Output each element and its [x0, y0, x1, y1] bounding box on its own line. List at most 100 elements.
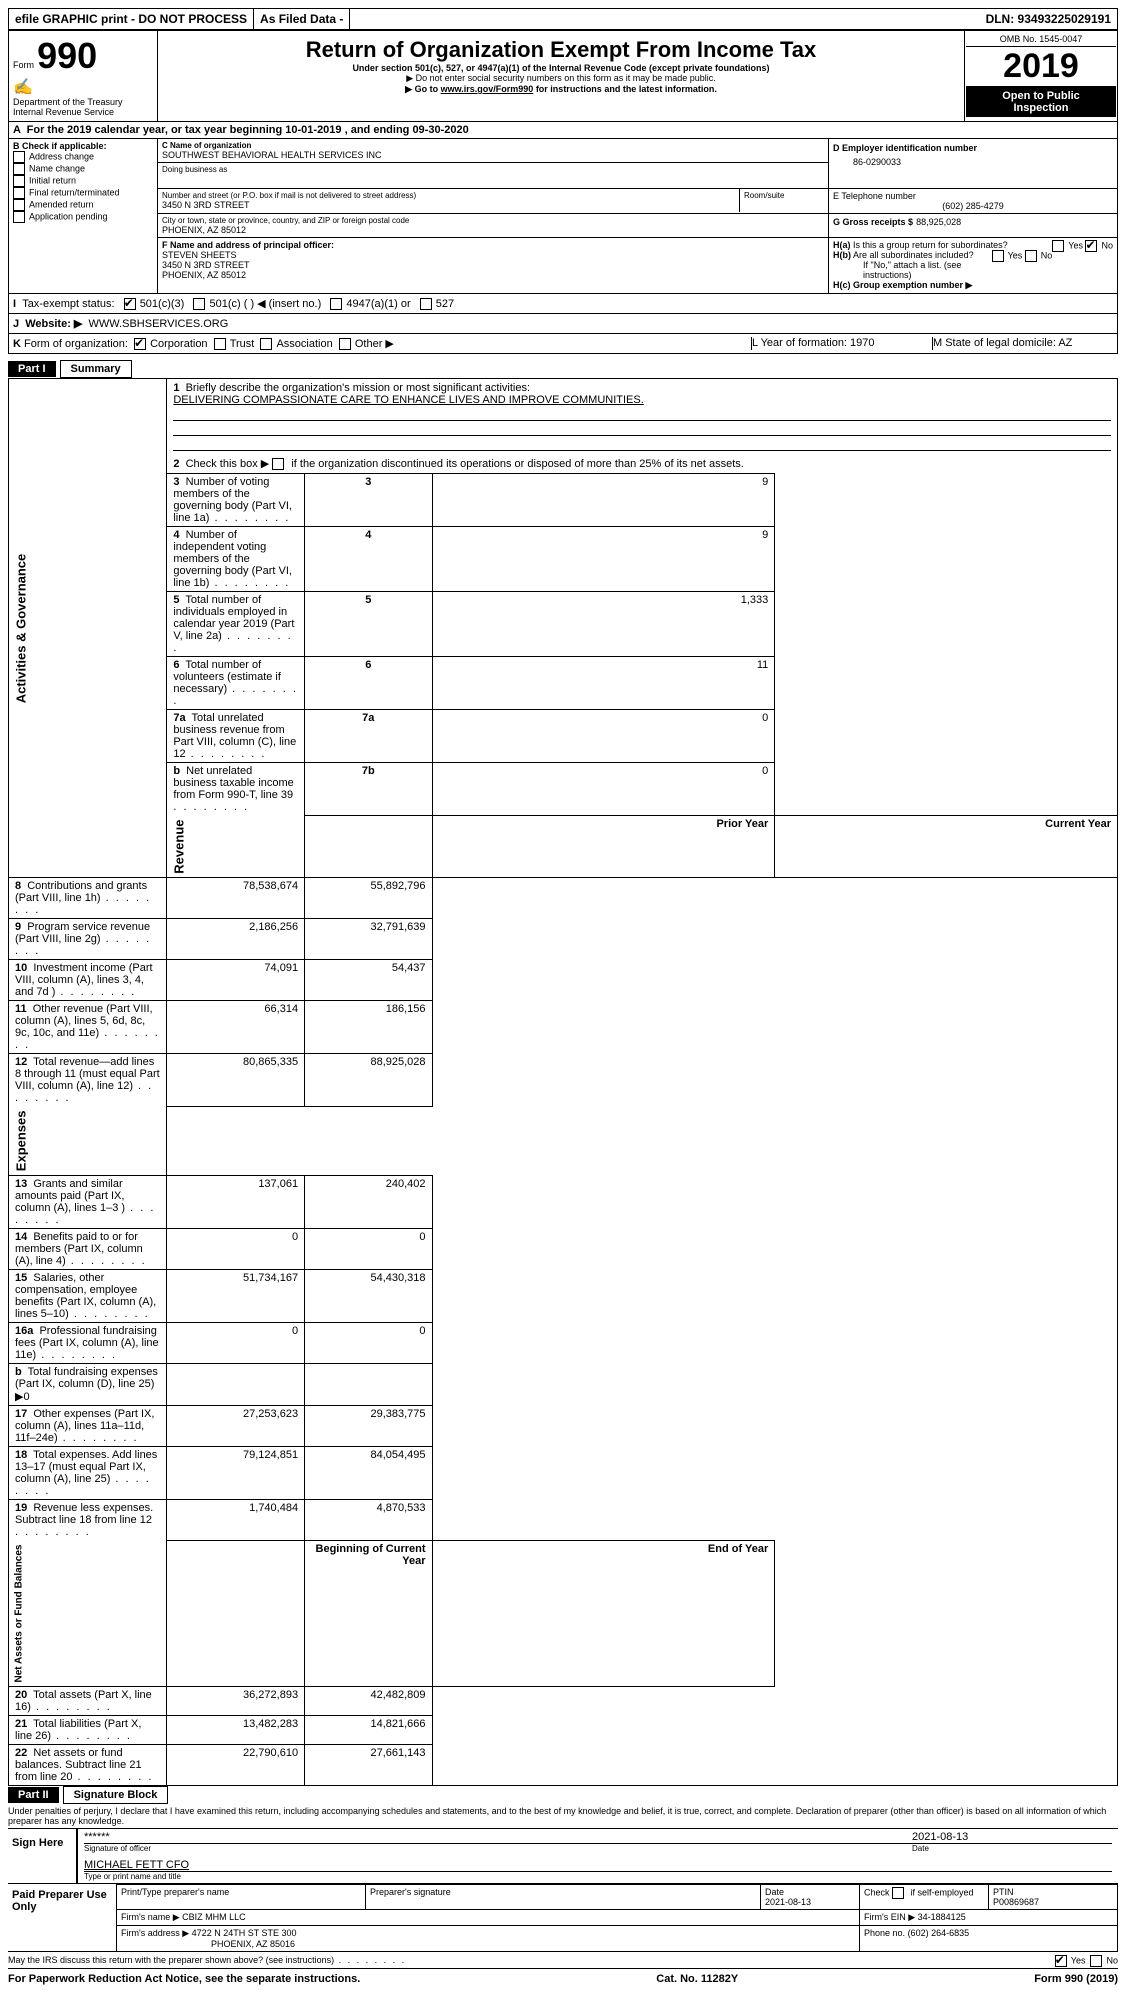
l-text: L Year of formation: 1970: [751, 337, 932, 350]
table-row: 12 Total revenue—add lines 8 through 11 …: [9, 1054, 1118, 1107]
form-number: 990: [37, 35, 97, 76]
sig-stars: ******: [84, 1831, 912, 1843]
cb-501c[interactable]: [193, 298, 205, 310]
table-row: 15 Salaries, other compensation, employe…: [9, 1270, 1118, 1323]
cb-address[interactable]: [13, 151, 25, 163]
website-value[interactable]: WWW.SBHSERVICES.ORG: [89, 318, 229, 330]
discuss-row: May the IRS discuss this return with the…: [8, 1952, 1118, 1969]
cb-assoc[interactable]: [260, 338, 272, 350]
hdr-boy: Beginning of Current Year: [305, 1540, 432, 1687]
line-a: A For the 2019 calendar year, or tax yea…: [8, 122, 1118, 139]
i-label: Tax-exempt status:: [22, 298, 114, 310]
street-value: 3450 N 3RD STREET: [162, 200, 735, 210]
cb-discontinued[interactable]: [272, 458, 284, 470]
table-row: 18 Total expenses. Add lines 13–17 (must…: [9, 1447, 1118, 1500]
perjury-text: Under penalties of perjury, I declare th…: [8, 1804, 1118, 1829]
cb-pending[interactable]: [13, 211, 25, 223]
part2-header: Part II Signature Block: [8, 1786, 1118, 1804]
cb-4947[interactable]: [330, 298, 342, 310]
j-label: Website: ▶: [25, 318, 82, 330]
city-value: PHOENIX, AZ 85012: [162, 225, 824, 235]
l1-text: Briefly describe the organization's miss…: [186, 382, 530, 394]
k-label: Form of organization:: [24, 338, 128, 350]
ein-value: 86-0290033: [833, 153, 1113, 171]
cb-527[interactable]: [420, 298, 432, 310]
table-row: 13 Grants and similar amounts paid (Part…: [9, 1176, 1118, 1229]
cb-initial[interactable]: [13, 175, 25, 187]
cb-discuss-no[interactable]: [1090, 1955, 1102, 1967]
table-row: b Total fundraising expenses (Part IX, c…: [9, 1364, 1118, 1406]
ha-label: H(a) Is this a group return for subordin…: [833, 240, 1113, 250]
officer-label: Type or print name and title: [84, 1871, 1112, 1881]
hdr-current: Current Year: [775, 815, 1118, 878]
hc-label: H(c) Group exemption number ▶: [833, 280, 1113, 291]
cb-amended[interactable]: [13, 199, 25, 211]
form-title: Return of Organization Exempt From Incom…: [164, 37, 958, 63]
entity-block: B Check if applicable: Address change Na…: [8, 139, 1118, 294]
table-row: 9 Program service revenue (Part VIII, li…: [9, 919, 1118, 960]
officer-name: STEVEN SHEETS: [162, 250, 824, 260]
page-footer: For Paperwork Reduction Act Notice, see …: [8, 1969, 1118, 1985]
hdr-eoy: End of Year: [432, 1540, 775, 1687]
header-table: Form 990 ✍ Department of the Treasury In…: [8, 30, 1118, 122]
cb-other[interactable]: [339, 338, 351, 350]
g-label: G Gross receipts $: [833, 217, 913, 227]
table-row: 22 Net assets or fund balances. Subtract…: [9, 1745, 1118, 1786]
paid-label: Paid Preparer Use Only: [8, 1885, 117, 1952]
org-name: SOUTHWEST BEHAVIORAL HEALTH SERVICES INC: [162, 150, 824, 160]
pcol2: Preparer's signature: [366, 1885, 761, 1910]
cb-corp[interactable]: [134, 338, 146, 350]
m-text: M State of legal domicile: AZ: [932, 337, 1113, 350]
cb-discuss-yes[interactable]: [1055, 1955, 1067, 1967]
b-label: B Check if applicable:: [13, 141, 153, 151]
table-row: 21 Total liabilities (Part X, line 26) 1…: [9, 1716, 1118, 1745]
f-label: F Name and address of principal officer:: [162, 240, 334, 250]
paid-preparer-block: Paid Preparer Use Only Print/Type prepar…: [8, 1884, 1118, 1952]
officer-addr1: 3450 N 3RD STREET: [162, 260, 824, 270]
sub3-post: for instructions and the latest informat…: [536, 84, 717, 94]
table-row: 17 Other expenses (Part IX, column (A), …: [9, 1406, 1118, 1447]
e-label: E Telephone number: [833, 191, 1113, 201]
omb-label: OMB No. 1545-0047: [966, 32, 1116, 47]
cb-501c3[interactable]: [124, 298, 136, 310]
subtitle-2: ▶ Do not enter social security numbers o…: [164, 73, 958, 84]
table-row: 8 Contributions and grants (Part VIII, l…: [9, 878, 1118, 919]
subtitle-1: Under section 501(c), 527, or 4947(a)(1)…: [164, 63, 958, 73]
c-label: C Name of organization: [162, 141, 824, 150]
h-ifno: If "No," attach a list. (see instruction…: [833, 260, 1113, 280]
sub3-link[interactable]: www.irs.gov/Form990: [441, 84, 534, 94]
sig-date: 2021-08-13: [912, 1831, 1112, 1843]
street-label: Number and street (or P.O. box if mail i…: [162, 191, 735, 200]
date-label: Date: [912, 1843, 1112, 1853]
tab-revenue: Revenue: [167, 815, 305, 878]
cb-name[interactable]: [13, 163, 25, 175]
cb-final[interactable]: [13, 187, 25, 199]
asfiled-label: As Filed Data -: [254, 9, 350, 29]
top-bar: efile GRAPHIC print - DO NOT PROCESS As …: [8, 8, 1118, 30]
part1-header: Part I Summary: [8, 360, 1118, 378]
table-row: 10 Investment income (Part VIII, column …: [9, 960, 1118, 1001]
mission-text: DELIVERING COMPASSIONATE CARE TO ENHANCE…: [173, 394, 643, 406]
officer-addr2: PHOENIX, AZ 85012: [162, 270, 824, 280]
g-value: 88,925,028: [916, 217, 961, 227]
d-label: D Employer identification number: [833, 143, 1113, 153]
pcol1: Print/Type preparer's name: [117, 1885, 366, 1910]
table-row: 16a Professional fundraising fees (Part …: [9, 1323, 1118, 1364]
dln-label: DLN: 93493225029191: [980, 9, 1117, 29]
phone-value: (602) 285-4279: [833, 201, 1113, 211]
dba-label: Doing business as: [162, 165, 824, 174]
table-row: 19 Revenue less expenses. Subtract line …: [9, 1500, 1118, 1541]
sub3-pre: ▶ Go to: [405, 84, 440, 94]
cb-trust[interactable]: [214, 338, 226, 350]
summary-table: Activities & Governance 1 Briefly descri…: [8, 378, 1118, 1786]
table-row: 11 Other revenue (Part VIII, column (A),…: [9, 1001, 1118, 1054]
sign-here-block: Sign Here ****** Signature of officer 20…: [8, 1829, 1118, 1884]
tab-netassets: Net Assets or Fund Balances: [9, 1540, 167, 1687]
tab-expenses: Expenses: [9, 1106, 167, 1175]
table-row: 20 Total assets (Part X, line 16) 36,272…: [9, 1687, 1118, 1716]
table-row: 14 Benefits paid to or for members (Part…: [9, 1229, 1118, 1270]
dept-label: Department of the Treasury Internal Reve…: [13, 97, 153, 117]
open-inspection: Open to Public Inspection: [966, 87, 1116, 117]
ijk-block: I Tax-exempt status: 501(c)(3) 501(c) ( …: [8, 294, 1118, 354]
efile-label: efile GRAPHIC print - DO NOT PROCESS: [9, 9, 254, 29]
